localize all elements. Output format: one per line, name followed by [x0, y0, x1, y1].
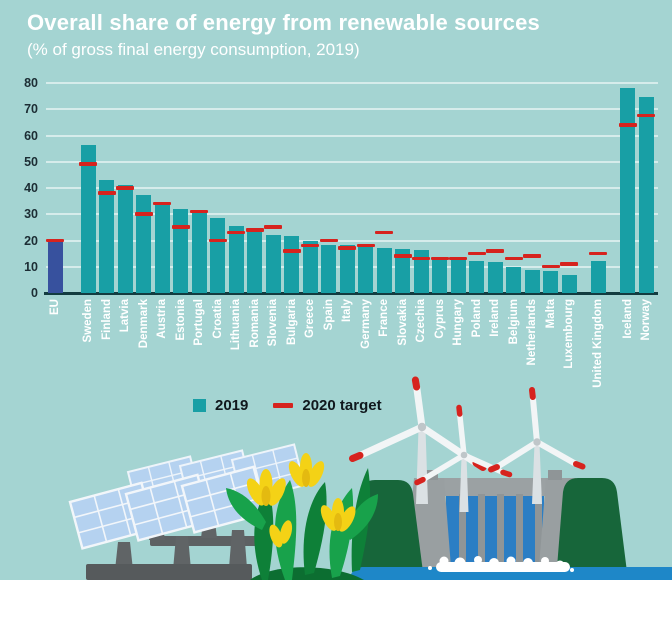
bar-eu [47, 241, 63, 293]
gridline [46, 239, 658, 242]
gridline [46, 187, 658, 189]
bar-romania [247, 229, 262, 293]
target-dash-eu [46, 238, 64, 242]
bar-malta [543, 270, 558, 293]
target-dash-croatia [208, 238, 227, 242]
bar-denmark [136, 195, 151, 293]
bar-hungary [450, 259, 466, 293]
legend-2020-target-label: 2020 target [302, 397, 382, 414]
legend-2019-label: 2019 [215, 397, 249, 414]
bar-latvia [117, 185, 133, 293]
target-dash-italy [338, 246, 356, 250]
target-dash-estonia [171, 225, 190, 229]
bar-cyprus [432, 256, 447, 293]
bar-italy [339, 245, 355, 293]
bar-lithuania [228, 226, 244, 293]
water-icon [350, 556, 672, 580]
target-dash-denmark [134, 212, 153, 216]
renewable-energy-illustrations [68, 376, 672, 580]
bar-slovakia [395, 248, 410, 293]
target-dash-portugal [190, 209, 208, 214]
wind-turbines-icon [349, 376, 586, 512]
bar-finland [99, 179, 114, 293]
chart-subtitle: (% of gross final energy consumption, 20… [27, 40, 360, 59]
target-dash-ireland [486, 249, 504, 253]
gridline [46, 108, 658, 111]
target-dash-poland [467, 251, 486, 256]
y-axis-tick: 50 [24, 154, 38, 169]
target-dash-romania [245, 228, 264, 232]
y-axis-tick: 0 [31, 286, 38, 300]
target-dash-united-kingdom [589, 251, 607, 256]
target-dash-finland [97, 191, 116, 195]
target-dash-germany [356, 243, 375, 248]
target-dash-cyprus [430, 256, 449, 261]
target-dash-greece [301, 243, 319, 248]
bar-czechia [413, 250, 429, 293]
bar-greece [302, 241, 318, 293]
target-dash-hungary [449, 256, 467, 261]
bar-slovenia [265, 235, 281, 293]
gridline [46, 82, 658, 84]
bar-ireland [487, 261, 503, 293]
bar-spain [321, 244, 336, 293]
target-dash-norway [637, 113, 655, 118]
target-dash-luxembourg [560, 262, 578, 266]
bar-portugal [191, 212, 207, 293]
gridline [46, 160, 658, 163]
y-axis-tick: 20 [24, 233, 38, 248]
target-dash-latvia [116, 186, 134, 190]
bar-poland [469, 260, 484, 293]
target-dash-netherlands [523, 254, 541, 258]
bar-luxembourg [561, 274, 577, 293]
target-dash-slovenia [264, 225, 282, 229]
target-dash-spain [319, 238, 338, 242]
solar-panels-icon [68, 443, 306, 580]
legend-2020-target-swatch-icon [273, 403, 294, 408]
target-dash-czechia [412, 256, 430, 261]
bar-austria [154, 204, 170, 293]
gridline [46, 213, 658, 216]
y-axis-tick: 30 [24, 207, 38, 222]
bar-belgium [506, 267, 521, 293]
rapeseed-flowers-icon [226, 453, 378, 580]
legend-2019-swatch-icon [193, 399, 206, 412]
x-axis-line [44, 292, 658, 295]
y-axis-tick: 60 [24, 128, 38, 143]
bar-netherlands [524, 269, 540, 293]
target-dash-austria [153, 201, 171, 206]
gridline [46, 134, 658, 137]
chart-legend: 2019 2020 target [193, 397, 382, 414]
footer: ec.europa.eu/eurostat [0, 580, 672, 622]
target-dash-lithuania [227, 230, 245, 235]
bar-croatia [210, 218, 225, 293]
target-dash-slovakia [393, 254, 412, 258]
target-dash-france [375, 230, 393, 235]
bar-iceland [620, 87, 635, 293]
target-dash-sweden [79, 162, 97, 166]
bar-estonia [173, 209, 188, 293]
target-dash-iceland [618, 123, 637, 127]
bar-united-kingdom [590, 260, 606, 293]
bar-sweden [80, 144, 96, 293]
target-dash-bulgaria [282, 249, 301, 253]
bar-bulgaria [284, 236, 299, 293]
target-dash-belgium [504, 256, 523, 261]
y-axis-tick: 10 [24, 259, 38, 274]
bar-france [376, 247, 392, 293]
y-axis-tick: 80 [24, 76, 38, 90]
bar-germany [358, 247, 373, 293]
chart-title: Overall share of energy from renewable s… [27, 10, 540, 35]
y-axis-tick: 70 [24, 102, 38, 117]
y-axis-tick: 40 [24, 181, 38, 195]
target-dash-malta [541, 264, 560, 269]
bar-norway [638, 97, 654, 293]
